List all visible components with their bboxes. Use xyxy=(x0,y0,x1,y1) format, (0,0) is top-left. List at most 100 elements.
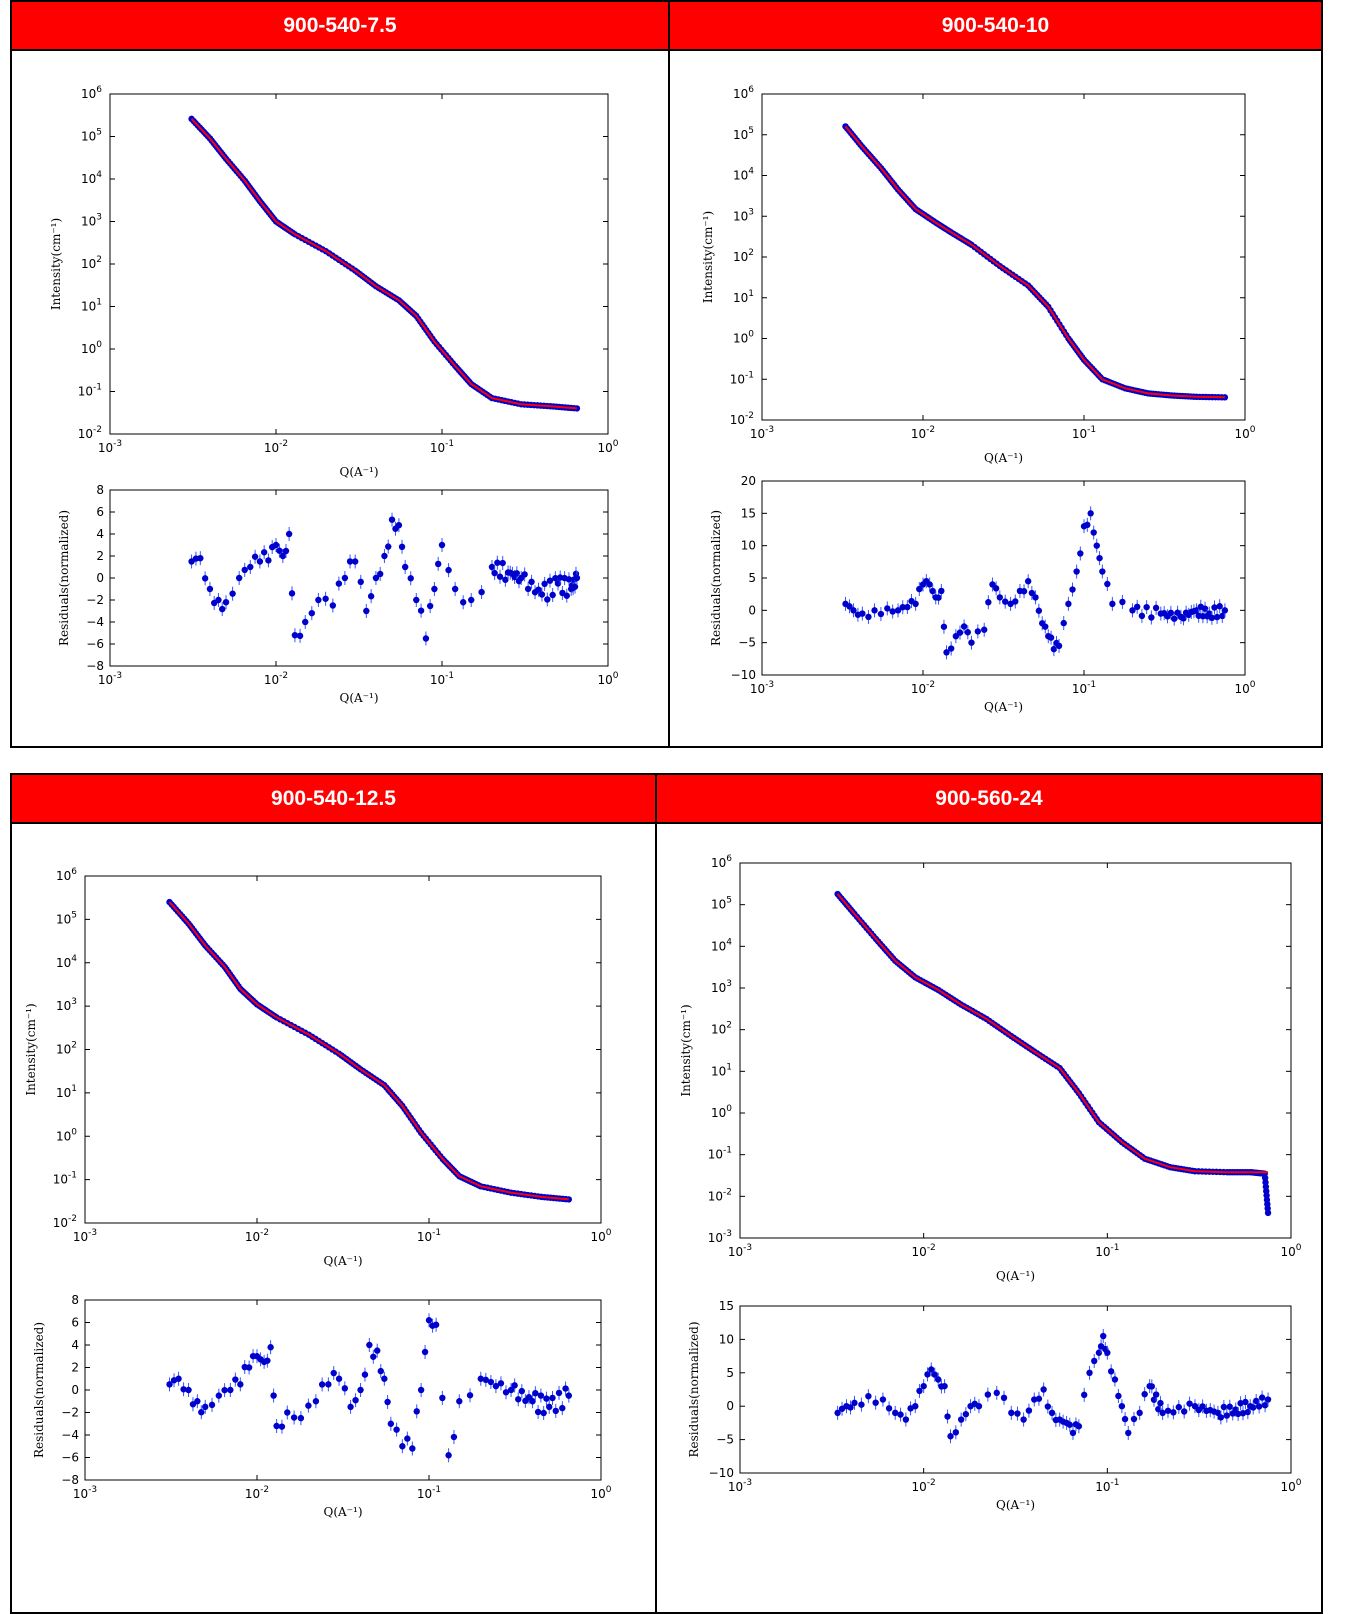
y-tick-label: 15 xyxy=(741,506,756,520)
residual-point xyxy=(943,649,950,656)
residual-point xyxy=(1226,1403,1233,1410)
residual-point xyxy=(562,1385,569,1392)
residual-point xyxy=(865,1392,872,1400)
y-tick-label: −6 xyxy=(61,1451,79,1465)
residual-point xyxy=(974,628,982,635)
residual-point xyxy=(478,588,485,596)
residual-point xyxy=(981,626,988,633)
residual-point xyxy=(1095,1349,1103,1356)
residual-point xyxy=(291,632,299,639)
y-tick-label: 103 xyxy=(81,213,102,229)
residual-point xyxy=(232,1376,239,1383)
residual-point xyxy=(1044,1403,1052,1410)
residual-point xyxy=(1040,1386,1047,1393)
y-tick-label: 105 xyxy=(56,910,77,926)
x-tick-label: 10-1 xyxy=(1072,425,1096,441)
residual-point xyxy=(245,1364,253,1371)
chart-panel: 900-560-24 xyxy=(655,773,1323,1614)
y-tick-label: −4 xyxy=(61,1428,79,1442)
residual-point xyxy=(1119,598,1126,606)
chart-svg: 10-3 10-2 10-1 10010-210-110010110210310410… xyxy=(701,85,1256,714)
residual-point xyxy=(1042,623,1049,630)
x-tick-label: 10-1 xyxy=(1072,680,1096,696)
residual-point xyxy=(1060,619,1067,627)
residual-point xyxy=(1213,613,1221,621)
residual-point xyxy=(272,541,280,549)
y-tick-label: 102 xyxy=(81,255,102,271)
residual-point xyxy=(940,623,948,630)
residual-point xyxy=(166,1381,173,1388)
y-tick-label: 8 xyxy=(96,483,104,497)
residual-point xyxy=(370,1353,377,1360)
y-tick-label: −6 xyxy=(86,637,104,651)
residual-point xyxy=(1252,1397,1260,1405)
y-tick-label: 4 xyxy=(96,527,104,541)
residual-point xyxy=(1133,603,1141,611)
residual-point xyxy=(912,600,919,608)
x-tick-label: 10-2 xyxy=(911,680,935,696)
y-axis-label: Residuals(normalized) xyxy=(687,1321,701,1457)
residual-point xyxy=(264,1357,271,1364)
residual-point xyxy=(221,1386,228,1394)
residual-point xyxy=(237,1381,244,1388)
y-tick-label: 102 xyxy=(56,1041,77,1057)
residual-point xyxy=(425,1317,433,1324)
residual-point xyxy=(1121,1415,1129,1423)
residual-point xyxy=(1111,1376,1119,1383)
panel-title: 900-560-24 xyxy=(657,775,1321,824)
residual-point xyxy=(439,1394,446,1402)
residual-point xyxy=(290,1414,298,1421)
y-tick-label: −2 xyxy=(61,1406,79,1420)
residual-point xyxy=(872,1399,879,1406)
residual-point xyxy=(282,547,290,555)
residual-point xyxy=(1087,510,1094,517)
x-axis-label: Q(A⁻¹) xyxy=(984,451,1023,465)
residual-point xyxy=(947,1433,954,1440)
residual-point xyxy=(208,1401,216,1409)
residual-point xyxy=(1073,568,1080,575)
residual-point xyxy=(1223,1412,1231,1419)
y-tick-label: 100 xyxy=(711,1104,732,1120)
residual-point xyxy=(549,591,556,599)
residual-point xyxy=(1148,1383,1156,1390)
main-plot-frame xyxy=(739,862,1292,1239)
residual-point xyxy=(284,1409,291,1416)
residual-point xyxy=(325,1381,332,1388)
y-tick-label: 10 xyxy=(741,539,756,553)
y-tick-label: 105 xyxy=(733,126,754,142)
residual-point xyxy=(409,1445,416,1452)
residual-point xyxy=(445,1452,452,1459)
residual-point xyxy=(879,1396,887,1403)
y-tick-label: 10-2 xyxy=(53,1214,77,1230)
residual-point xyxy=(1129,607,1136,614)
residual-point xyxy=(347,1403,354,1411)
residual-point xyxy=(502,576,509,583)
residual-point xyxy=(1152,604,1160,612)
residual-point xyxy=(1090,529,1097,536)
residual-point xyxy=(518,1387,526,1395)
residual-point xyxy=(513,570,521,577)
fit-line xyxy=(836,893,1269,1174)
x-tick-label: 10-2 xyxy=(264,671,288,687)
x-axis-label: Q(A⁻¹) xyxy=(996,1269,1035,1283)
y-tick-label: 101 xyxy=(711,1062,732,1078)
residual-point xyxy=(957,1416,965,1423)
x-tick-label: 10-1 xyxy=(417,1228,441,1244)
residual-point xyxy=(858,1401,865,1408)
residual-point xyxy=(352,558,359,565)
panel-title: 900-540-12.5 xyxy=(12,775,655,824)
y-axis-label: Residuals(normalized) xyxy=(57,510,71,646)
x-tick-label: 10-3 xyxy=(98,439,122,455)
x-tick-label: 10-2 xyxy=(245,1485,269,1501)
residual-point xyxy=(985,599,992,606)
residual-point xyxy=(543,1395,550,1402)
residual-point xyxy=(528,578,535,586)
residual-point xyxy=(1167,609,1175,617)
residual-point xyxy=(1077,550,1084,557)
y-tick-label: −5 xyxy=(738,636,756,650)
residual-point xyxy=(931,1371,938,1378)
residual-point xyxy=(538,591,546,598)
residual-point xyxy=(270,1392,277,1399)
residual-point xyxy=(846,603,853,610)
residual-point xyxy=(202,1403,209,1411)
